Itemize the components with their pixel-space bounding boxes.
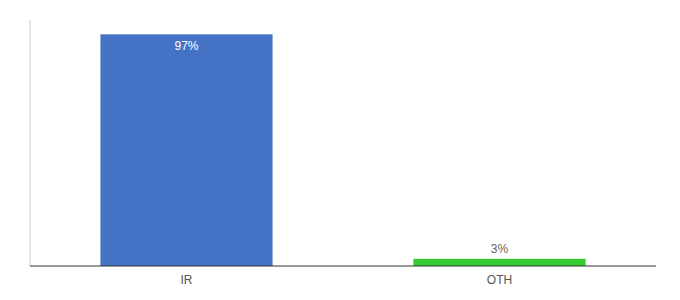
chart-container: IR OTH 97% 3% [0,0,680,300]
data-label: 3% [491,242,509,256]
y-axis-line [30,20,31,266]
bar [100,34,272,266]
data-label: 97% [174,39,198,53]
x-axis-line [30,266,656,267]
x-tick-label: OTH [487,273,512,287]
bars [100,34,585,266]
x-tick-label: IR [181,273,193,287]
chart-svg: IR OTH 97% 3% [0,0,680,300]
bar [413,259,585,266]
